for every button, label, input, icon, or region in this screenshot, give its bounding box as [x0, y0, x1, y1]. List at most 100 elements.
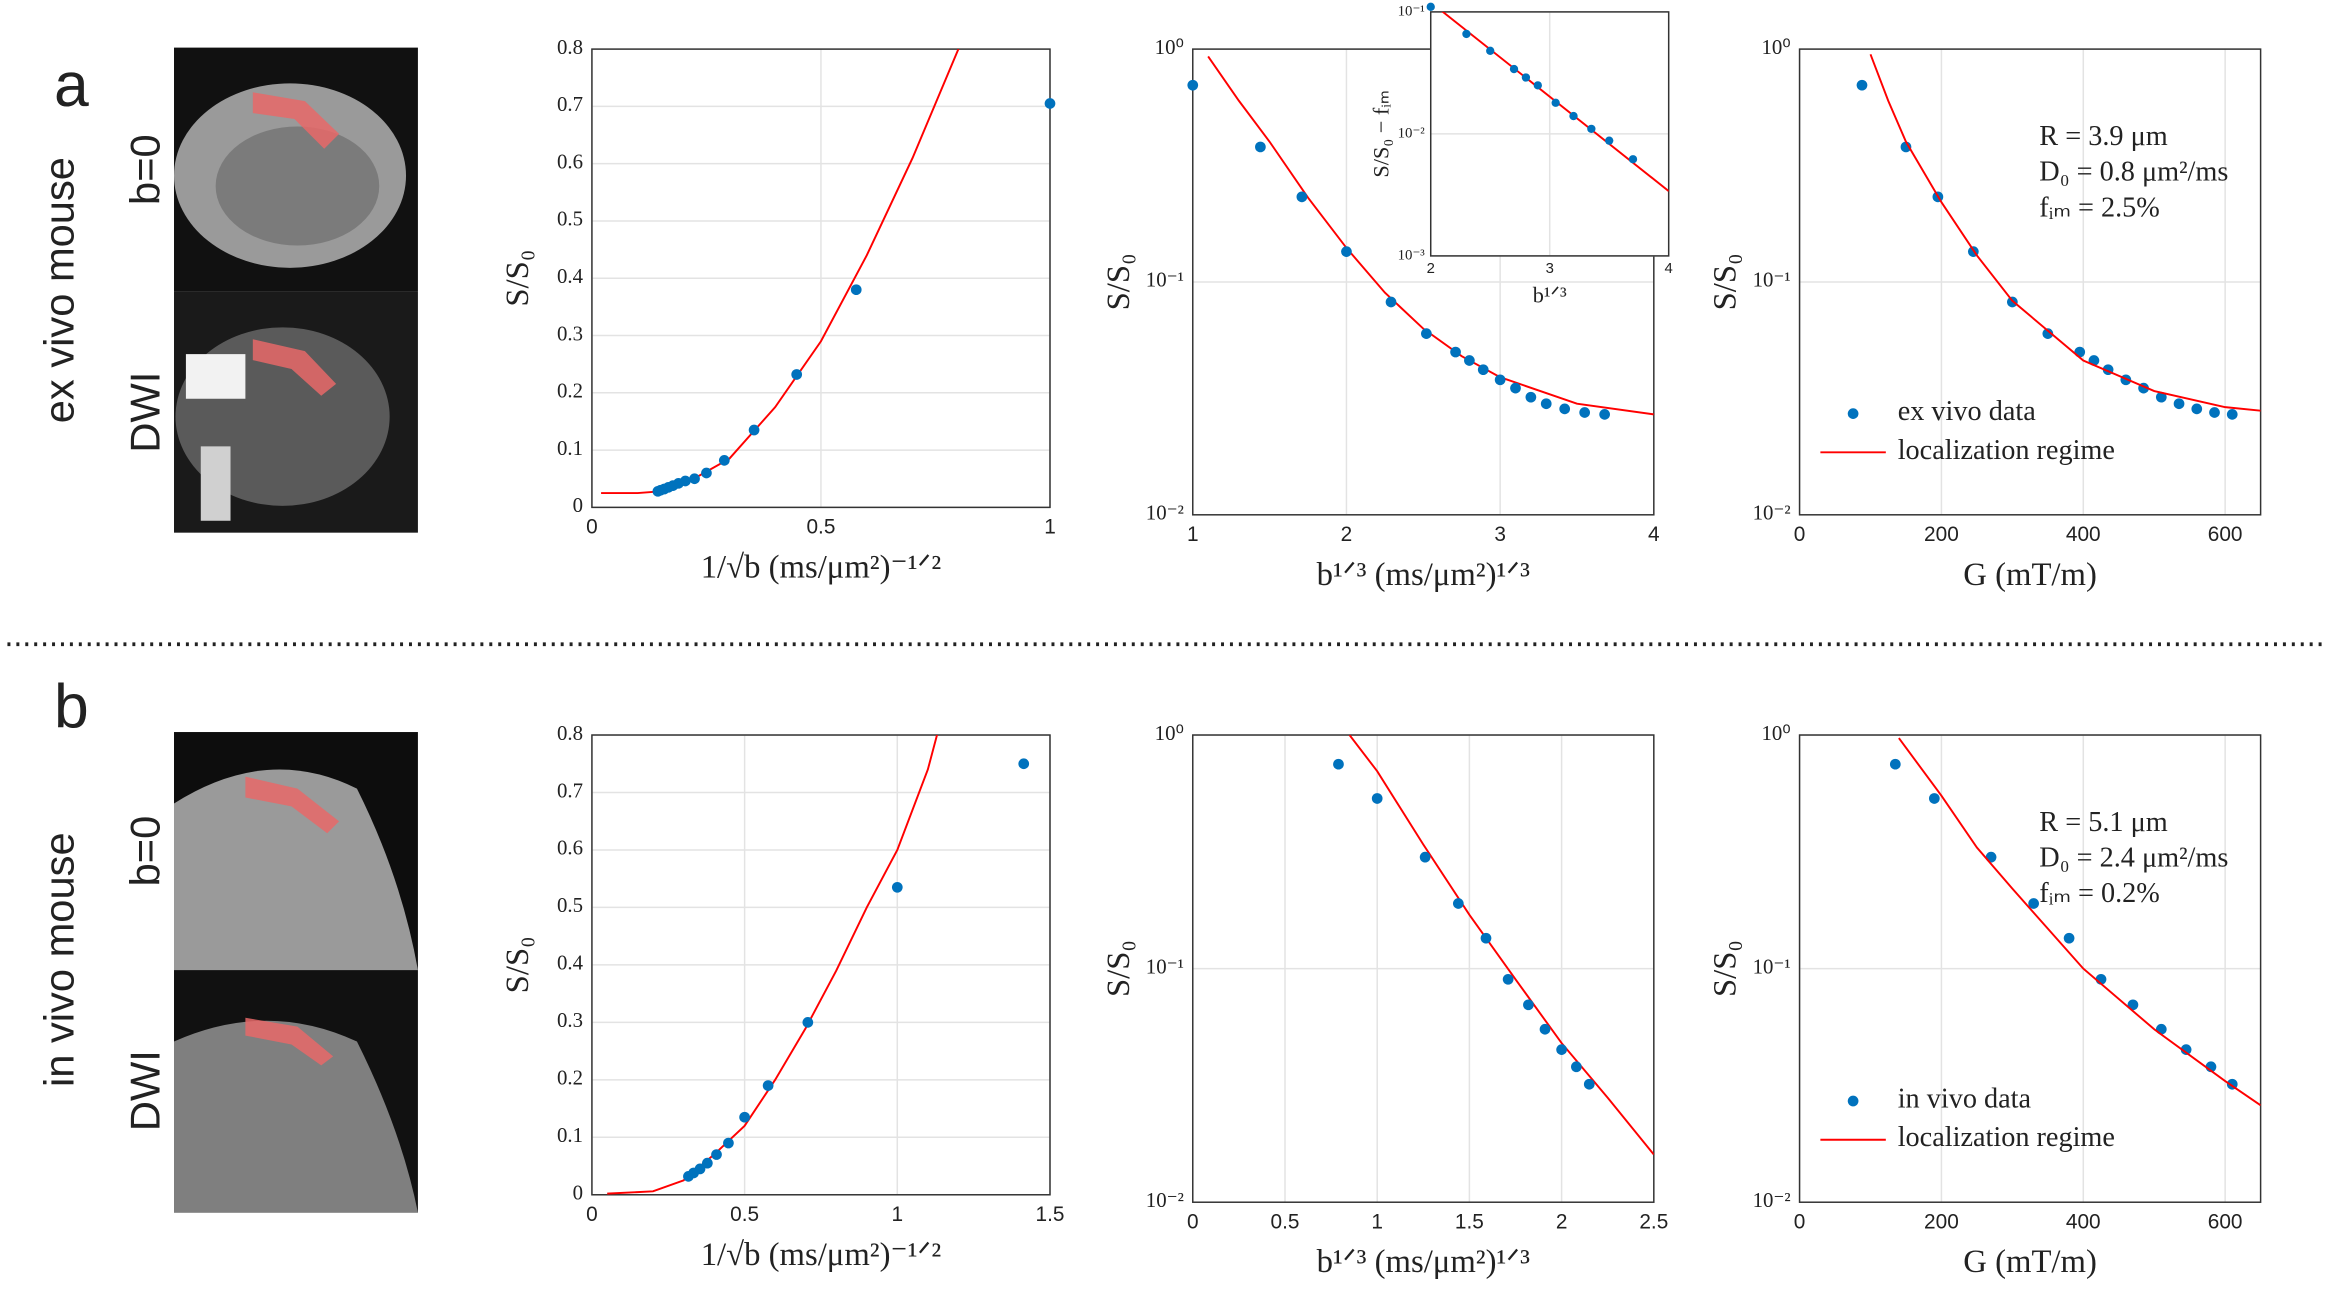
- data-point: [748, 424, 760, 436]
- axes-box: [1798, 48, 2262, 516]
- y-tick-label: 10⁻²: [1753, 1188, 1791, 1212]
- image-label: DWI: [122, 372, 169, 453]
- data-point: [850, 284, 862, 296]
- fit-line: [1898, 737, 2261, 1107]
- y-axis-label: S/S₀: [1708, 254, 1744, 311]
- y-tick-label: 10⁰: [1761, 35, 1790, 59]
- chart: 0 200 400 600 10⁻² 10⁻¹ 10⁰ G (mT/m) S/S₀ ex vivo…: [1708, 35, 2262, 593]
- data-point: [1419, 851, 1431, 863]
- data-point: [2173, 398, 2185, 410]
- y-tick-label: 10⁻²: [1753, 501, 1791, 525]
- x-tick-label: 0.5: [806, 516, 835, 539]
- x-tick-label: 400: [2066, 1211, 2101, 1234]
- fit-line: [1348, 735, 1654, 1156]
- y-tick-label: 0.2: [557, 1066, 583, 1090]
- data-point: [1502, 973, 1514, 985]
- data-point: [1477, 364, 1489, 376]
- y-tick-label: 10⁰: [1155, 35, 1184, 59]
- data-point: [802, 1017, 814, 1028]
- x-tick-label: 1.5: [1455, 1211, 1484, 1234]
- y-tick-label: 10⁻¹: [1398, 3, 1425, 19]
- roi: [252, 339, 337, 396]
- data-point: [1540, 398, 1552, 410]
- x-axis-label: 1/√b (ms/μm²)⁻¹ᐟ²: [701, 1237, 942, 1273]
- data-point: [1889, 758, 1901, 770]
- x-tick-label: 0.5: [1271, 1211, 1300, 1234]
- brain: [174, 769, 418, 971]
- data-point: [1187, 79, 1199, 91]
- y-tick-label: 10⁻²: [1146, 1188, 1184, 1212]
- bright-region: [185, 354, 246, 399]
- data-point: [1341, 246, 1352, 257]
- row-label: ex vivo mouse: [35, 157, 82, 423]
- fit-line: [1207, 55, 1654, 416]
- axes-box: [1192, 48, 1655, 516]
- data-point: [2042, 328, 2054, 339]
- data-point: [1494, 374, 1506, 386]
- brain-inner: [215, 126, 380, 246]
- x-tick-label: 2: [1556, 1211, 1568, 1234]
- chart: 0 200 400 600 10⁻² 10⁻¹ 10⁰ G (mT/m) S/S₀ in vivo…: [1708, 721, 2262, 1280]
- annotation: R = 3.9 μm: [2039, 121, 2167, 152]
- data-point: [1533, 81, 1542, 90]
- data-point: [1296, 191, 1308, 203]
- x-tick-label: 2: [1341, 523, 1353, 546]
- x-tick-label: 600: [2208, 1211, 2243, 1234]
- data-point: [1450, 346, 1461, 358]
- x-tick-label: 4: [1648, 523, 1660, 546]
- x-tick-label: 0: [586, 516, 598, 539]
- annotation: D₀ = 0.8 μm²/ms: [2039, 157, 2228, 188]
- x-tick-label: 2.5: [1639, 1211, 1668, 1234]
- data-point: [652, 485, 664, 497]
- row-label: in vivo mouse: [35, 832, 82, 1087]
- data-point: [1510, 382, 1521, 394]
- x-tick-label: 2: [1427, 261, 1435, 277]
- data-point: [1928, 793, 1940, 804]
- annotation: fᵢₘ = 2.5%: [2039, 192, 2160, 223]
- data-point: [711, 1149, 722, 1160]
- y-tick-label: 10⁰: [1155, 721, 1184, 745]
- chart: 0 0.5 1 1.5 2 2.5 10⁻² 10⁻¹ 10⁰ b¹ᐟ³ (ms/μm²)¹ᐟ³ S…: [1101, 721, 1668, 1280]
- x-axis-label: G (mT/m): [1963, 557, 2097, 593]
- y-tick-label: 0.3: [557, 1008, 583, 1032]
- bright-region: [200, 446, 231, 521]
- x-tick-label: 4: [1665, 261, 1673, 277]
- y-tick-label: 0.5: [557, 893, 583, 917]
- data-point: [1462, 29, 1471, 39]
- y-tick-label: 0.8: [557, 35, 583, 59]
- image-label: b=0: [122, 816, 169, 887]
- data-point: [2191, 403, 2203, 415]
- x-axis-label: 1/√b (ms/μm²)⁻¹ᐟ²: [701, 549, 942, 585]
- data-point: [2063, 932, 2075, 944]
- image-label: b=0: [122, 134, 169, 205]
- x-tick-label: 200: [1924, 1211, 1959, 1234]
- data-point: [2155, 391, 2167, 403]
- annotation: fᵢₘ = 0.2%: [2039, 878, 2160, 909]
- y-tick-label: 0.1: [557, 1123, 583, 1147]
- data-point: [1551, 98, 1560, 107]
- chart: 0 0.5 1 1.5 0 0.1 0.2 0.3 0.4 0.5 0.6 0.7 0.8 1/√b (m…: [500, 721, 1064, 1273]
- image-label: DWI: [122, 1050, 169, 1131]
- mri-images: [174, 47, 418, 1213]
- data-point: [1569, 111, 1578, 121]
- x-tick-label: 600: [2208, 523, 2243, 546]
- data-point: [1255, 141, 1266, 153]
- data-point: [1333, 758, 1344, 770]
- data-point: [1464, 355, 1475, 366]
- data-point: [1556, 1044, 1567, 1055]
- x-tick-label: 0: [1187, 1211, 1199, 1234]
- data-point: [2226, 409, 2238, 420]
- y-tick-label: 10⁻¹: [1146, 268, 1184, 292]
- y-tick-label: 0.2: [557, 379, 583, 403]
- data-point: [2074, 346, 2086, 358]
- data-point: [718, 455, 730, 466]
- data-point: [1421, 328, 1432, 339]
- data-point: [1605, 136, 1614, 145]
- roi: [245, 1017, 334, 1066]
- data-point: [762, 1080, 774, 1091]
- chart: 0 0.5 1 0 0.1 0.2 0.3 0.4 0.5 0.6 0.7 0.8 1/√b (ms/μ…: [500, 35, 1056, 586]
- axes-box: [591, 734, 1051, 1196]
- y-tick-label: 10⁻¹: [1753, 268, 1791, 292]
- data-point: [689, 473, 700, 485]
- y-tick-label: 0.1: [557, 436, 583, 460]
